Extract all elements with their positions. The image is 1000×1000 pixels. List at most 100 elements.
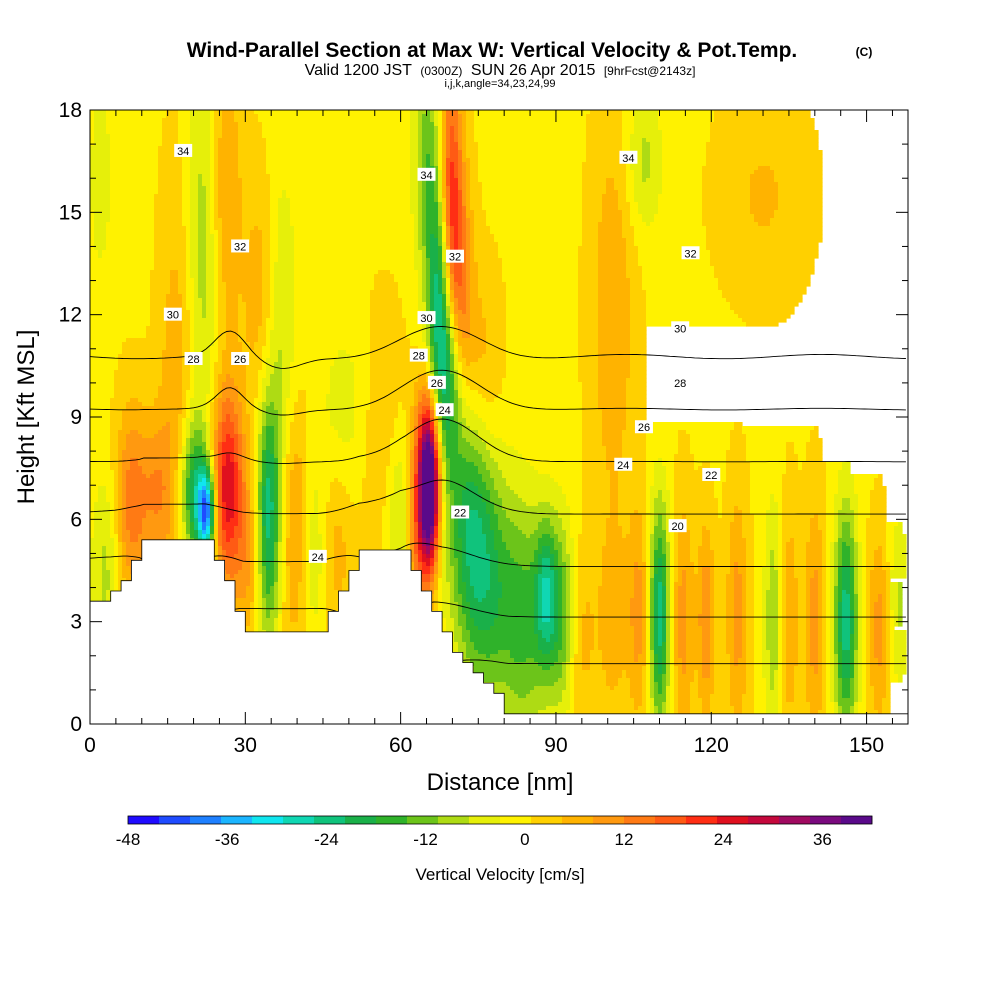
velocity-cell — [582, 226, 599, 231]
velocity-cell — [122, 482, 127, 487]
velocity-cell — [238, 138, 267, 143]
velocity-cell — [458, 386, 463, 391]
velocity-cell — [434, 154, 439, 159]
velocity-cell — [470, 266, 479, 271]
velocity-cell — [210, 426, 215, 431]
velocity-cell — [426, 298, 431, 303]
velocity-cell — [438, 342, 447, 347]
velocity-cell — [430, 162, 435, 167]
velocity-cell — [422, 498, 435, 503]
velocity-cell — [214, 386, 219, 391]
velocity-cell — [282, 194, 287, 199]
velocity-cell — [718, 510, 723, 515]
velocity-cell — [426, 422, 431, 427]
velocity-cell — [454, 242, 459, 247]
velocity-cell — [646, 318, 743, 323]
velocity-cell — [646, 442, 679, 447]
velocity-cell — [398, 290, 419, 295]
velocity-cell — [214, 274, 219, 279]
velocity-cell — [450, 330, 455, 335]
velocity-cell — [446, 246, 451, 251]
velocity-cell — [226, 290, 263, 295]
velocity-cell — [734, 426, 743, 431]
velocity-cell — [418, 230, 423, 235]
velocity-cell — [214, 186, 219, 191]
velocity-cell — [390, 514, 407, 519]
velocity-cell — [442, 310, 447, 315]
velocity-cell — [170, 470, 175, 475]
velocity-cell — [434, 494, 439, 499]
velocity-cell — [178, 434, 183, 439]
velocity-cell — [630, 514, 643, 519]
velocity-cell — [618, 494, 647, 499]
velocity-cell — [666, 482, 675, 487]
velocity-cell — [162, 426, 171, 431]
velocity-cell — [778, 206, 823, 211]
velocity-cell — [122, 478, 127, 483]
velocity-cell — [582, 390, 599, 395]
velocity-cell — [462, 226, 467, 231]
velocity-cell — [274, 426, 279, 431]
velocity-cell — [242, 214, 271, 219]
velocity-cell — [210, 502, 215, 507]
velocity-cell — [178, 530, 183, 535]
velocity-cell — [454, 502, 463, 507]
velocity-cell — [274, 494, 279, 499]
velocity-cell — [278, 502, 283, 507]
velocity-cell — [246, 374, 259, 379]
velocity-cell — [98, 490, 107, 495]
velocity-cell — [478, 142, 587, 147]
velocity-cell — [270, 254, 279, 259]
velocity-cell — [182, 214, 191, 219]
velocity-cell — [126, 518, 143, 523]
velocity-cell — [474, 462, 487, 467]
velocity-cell — [226, 326, 239, 331]
velocity-cell — [778, 202, 823, 207]
velocity-cell — [482, 438, 503, 443]
velocity-cell — [190, 406, 207, 411]
velocity-cell — [186, 422, 191, 427]
velocity-cell — [646, 494, 651, 499]
velocity-cell — [94, 506, 111, 511]
velocity-cell — [494, 458, 527, 463]
velocity-cell — [226, 398, 231, 403]
velocity-cell — [254, 422, 259, 427]
velocity-cell — [270, 518, 275, 523]
velocity-cell — [834, 530, 839, 535]
velocity-cell — [514, 522, 539, 527]
velocity-cell — [414, 514, 419, 519]
velocity-cell — [370, 394, 415, 399]
velocity-cell — [442, 134, 447, 139]
velocity-cell — [834, 510, 839, 515]
velocity-cell — [246, 314, 263, 319]
velocity-cell — [670, 538, 675, 543]
velocity-cell — [90, 118, 95, 123]
velocity-cell — [194, 286, 199, 291]
velocity-cell — [118, 466, 123, 471]
velocity-cell — [842, 462, 851, 467]
velocity-cell — [506, 290, 579, 295]
velocity-cell — [162, 506, 171, 511]
velocity-cell — [598, 394, 627, 399]
velocity-cell — [618, 474, 647, 479]
velocity-cell — [434, 482, 439, 487]
velocity-cell — [650, 150, 663, 155]
velocity-cell — [626, 178, 635, 183]
velocity-cell — [90, 258, 155, 263]
velocity-cell — [454, 406, 459, 411]
velocity-cell — [262, 434, 267, 439]
velocity-cell — [218, 398, 227, 403]
velocity-cell — [334, 478, 339, 483]
velocity-cell — [410, 510, 415, 515]
velocity-cell — [646, 498, 651, 503]
velocity-cell — [274, 266, 295, 271]
velocity-cell — [458, 358, 467, 363]
velocity-cell — [650, 534, 655, 539]
velocity-cell — [318, 494, 331, 499]
velocity-cell — [138, 398, 155, 403]
velocity-cell — [486, 222, 583, 227]
velocity-cell — [302, 490, 307, 495]
velocity-cell — [458, 430, 463, 435]
velocity-cell — [262, 298, 271, 303]
velocity-cell — [238, 162, 267, 167]
